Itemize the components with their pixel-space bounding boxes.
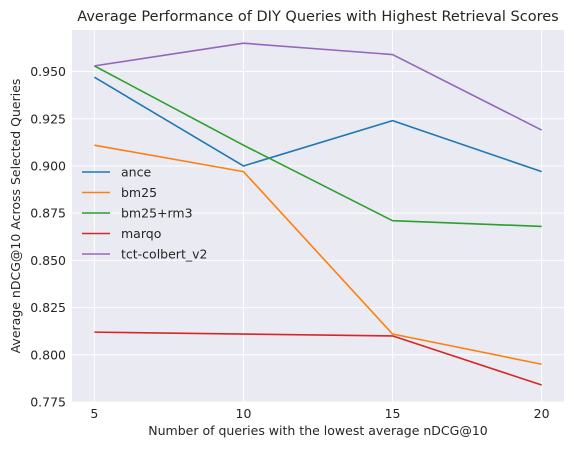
x-tick-label: 5 [90, 406, 98, 421]
y-tick-label: 0.800 [30, 347, 66, 362]
y-axis-label: Average nDCG@10 Across Selected Queries [8, 79, 23, 354]
y-tick-label: 0.950 [30, 64, 66, 79]
x-tick-label: 10 [236, 406, 252, 421]
y-tick-label: 0.825 [30, 300, 66, 315]
series-line-bm25+rm3 [93, 65, 542, 228]
legend-label: bm25+rm3 [121, 206, 193, 221]
grid [72, 30, 564, 403]
x-axis-label: Number of queries with the lowest averag… [148, 423, 488, 438]
series-line-bm25 [94, 144, 542, 366]
legend-label: bm25 [121, 185, 157, 200]
legend-label: tct-colbert_v2 [121, 247, 207, 262]
y-tick-label: 0.925 [30, 111, 66, 126]
chart-title: Average Performance of DIY Queries with … [77, 9, 558, 25]
y-tick-label: 0.850 [30, 253, 66, 268]
series-line-tct-colbert_v2 [94, 42, 543, 131]
x-tick-label: 20 [534, 406, 550, 421]
y-tick-label: 0.900 [30, 158, 66, 173]
legend-label: ance [121, 165, 151, 180]
series-line-ance [93, 76, 542, 173]
plot-area [72, 30, 564, 402]
y-tick-label: 0.775 [30, 395, 66, 410]
y-tick-label: 0.875 [30, 206, 66, 221]
series-line-marqo [94, 331, 542, 386]
legend-label: marqo [121, 226, 161, 241]
legend: ance bm25 bm25+rm3 marqo tct-colbert_v2 [82, 165, 207, 262]
x-tick-label: 15 [385, 406, 401, 421]
